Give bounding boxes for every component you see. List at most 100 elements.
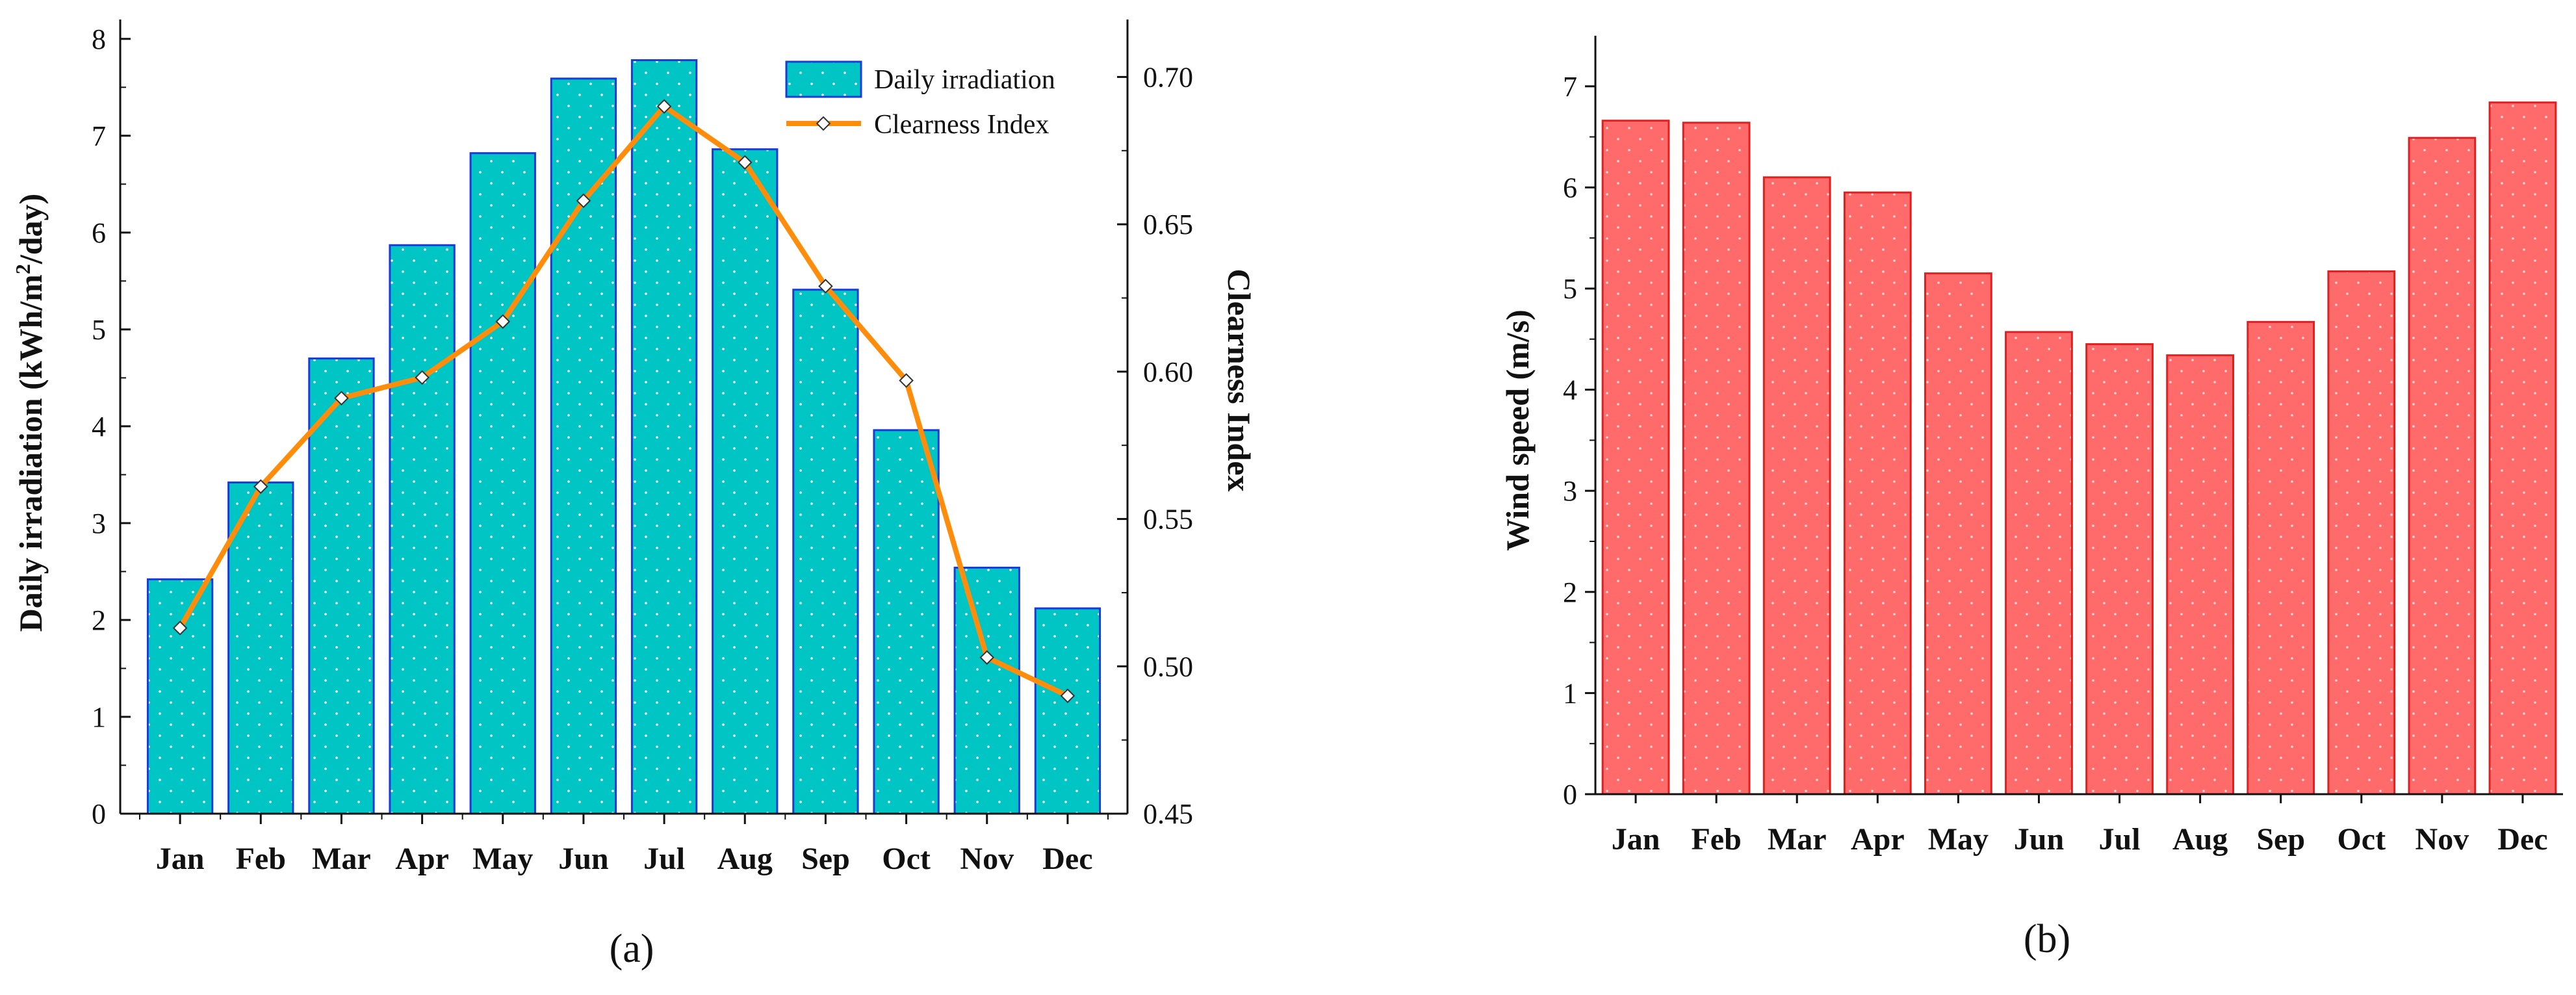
- bar-b-jun: [2005, 331, 2073, 795]
- x-tick-label-a-may: May: [472, 842, 533, 876]
- legend-swatch-clearness-marker: [816, 116, 831, 131]
- y2-axis-title-a: Clearness Index: [1221, 268, 1257, 491]
- bar-a-aug: [712, 148, 779, 815]
- bar-b-aug: [2166, 354, 2234, 795]
- x-tick-label-b-nov: Nov: [2415, 822, 2469, 857]
- bar-a-mar: [308, 357, 375, 815]
- y-tick-label-b: 4: [1563, 374, 1577, 406]
- clearness-marker-jun: [576, 193, 591, 209]
- y-tick-label-a: 7: [92, 120, 106, 152]
- chart-a: 0 1 2 3 4 5 6 7 8 0.45 0.50 0.55 0.60 0.65 0.70 Jan Feb M…: [11, 19, 1257, 971]
- y-axis-title-a-superscript: 2: [11, 264, 34, 274]
- clearness-marker-nov: [979, 650, 995, 665]
- y2-tick-label-a: 0.65: [1143, 209, 1193, 240]
- bar-b-jul: [2085, 343, 2154, 795]
- bar-a-oct: [873, 429, 940, 815]
- clearness-marker-aug: [737, 155, 753, 170]
- bar-a-jul: [630, 59, 698, 815]
- bar-b-jan: [1601, 120, 1670, 795]
- x-tick-label-b-dec: Dec: [2497, 822, 2547, 857]
- y2-tick-label-a: 0.70: [1143, 61, 1193, 93]
- legend-label-clearness-index: Clearness Index: [874, 110, 1049, 140]
- y2-tick-label-a: 0.50: [1143, 651, 1193, 682]
- x-tick-label-a-feb: Feb: [236, 842, 286, 876]
- x-tick-label-b-apr: Apr: [1851, 822, 1905, 857]
- clearness-marker-apr: [415, 370, 430, 385]
- x-tick-label-b-mar: Mar: [1768, 822, 1827, 857]
- bar-b-nov: [2408, 136, 2477, 795]
- y-tick-label-a: 0: [92, 798, 106, 830]
- bar-b-mar: [1762, 176, 1831, 795]
- y-tick-label-a: 5: [92, 314, 106, 346]
- y2-tick-label-a: 0.60: [1143, 356, 1193, 388]
- panel-label-b: (b): [2024, 917, 2070, 961]
- y-tick-label-b: 5: [1563, 273, 1577, 305]
- x-tick-label-b-oct: Oct: [2337, 822, 2386, 857]
- x-tick-label-b-jan: Jan: [1612, 822, 1660, 857]
- y-axis-title-a-end: /day): [12, 194, 49, 265]
- chart-b: 0 1 2 3 4 5 6 7 Jan Feb Mar Apr May Jun Jul Aug Sep Oct No…: [1499, 36, 2563, 961]
- y-tick-label-a: 3: [92, 508, 106, 539]
- x-tick-label-a-jul: Jul: [643, 842, 685, 876]
- y-axis-title-b: Wind speed (m/s): [1499, 309, 1536, 550]
- y-axis-title-a: Daily irradiation (kWh/m2/day): [11, 194, 49, 632]
- clearness-marker-feb: [253, 479, 268, 495]
- y-tick-label-a: 8: [92, 23, 106, 55]
- y-axis-title-a-main: Daily irradiation (kWh/m: [12, 274, 49, 632]
- bar-b-feb: [1682, 122, 1751, 795]
- clearness-index-line: [177, 103, 1069, 699]
- bar-b-may: [1924, 272, 1992, 795]
- y-tick-label-a: 2: [92, 604, 106, 636]
- clearness-marker-mar: [334, 391, 349, 406]
- y-tick-label-b: 3: [1563, 475, 1577, 507]
- x-tick-label-b-may: May: [1928, 822, 1989, 857]
- clearness-marker-jul: [656, 99, 672, 114]
- y-tick-label-a: 6: [92, 217, 106, 249]
- x-tick-label-b-sep: Sep: [2256, 822, 2305, 857]
- bar-a-jan: [146, 578, 214, 815]
- y-tick-label-b: 6: [1563, 172, 1577, 203]
- bar-a-dec: [1034, 607, 1101, 815]
- bar-b-dec: [2488, 101, 2557, 795]
- x-tick-label-a-oct: Oct: [882, 842, 931, 876]
- y-tick-label-a: 1: [92, 701, 106, 733]
- y-tick-label-b: 7: [1563, 71, 1577, 103]
- clearness-marker-oct: [899, 373, 914, 388]
- bar-a-jun: [550, 77, 617, 815]
- y2-tick-label-a: 0.45: [1143, 798, 1193, 830]
- bar-b-sep: [2247, 320, 2315, 795]
- x-tick-label-a-apr: Apr: [395, 842, 449, 876]
- bar-b-apr: [1843, 191, 1912, 795]
- x-tick-label-a-mar: Mar: [312, 842, 371, 876]
- y-tick-label-b: 2: [1563, 576, 1577, 608]
- clearness-marker-may: [495, 314, 511, 330]
- legend-swatch-daily-irradiation: [785, 60, 862, 98]
- legend-label-daily-irradiation: Daily irradiation: [874, 65, 1055, 95]
- x-tick-label-b-aug: Aug: [2172, 822, 2228, 857]
- x-tick-label-a-aug: Aug: [717, 842, 773, 876]
- y2-tick-label-a: 0.55: [1143, 504, 1193, 536]
- bar-a-feb: [227, 481, 294, 815]
- x-tick-label-b-jun: Jun: [2014, 822, 2064, 857]
- bar-b-oct: [2327, 270, 2396, 795]
- y-tick-label-b: 1: [1563, 677, 1577, 709]
- x-tick-label-b-feb: Feb: [1691, 822, 1741, 857]
- bar-a-nov: [953, 566, 1020, 815]
- bar-a-apr: [389, 244, 456, 815]
- legend-a: Daily irradiation Clearness Index: [785, 60, 1055, 140]
- x-tick-label-a-jan: Jan: [156, 842, 205, 876]
- x-tick-label-b-jul: Jul: [2099, 822, 2141, 857]
- panel-label-a: (a): [610, 927, 654, 971]
- x-tick-label-a-jun: Jun: [558, 842, 608, 876]
- y-tick-label-a: 4: [92, 411, 106, 443]
- x-tick-label-a-dec: Dec: [1042, 842, 1092, 876]
- x-tick-label-a-sep: Sep: [801, 842, 850, 876]
- bar-a-sep: [792, 289, 859, 815]
- clearness-marker-sep: [818, 279, 833, 294]
- y-tick-label-b: 0: [1563, 779, 1577, 810]
- clearness-marker-dec: [1060, 688, 1075, 703]
- x-tick-label-a-nov: Nov: [960, 842, 1014, 876]
- bar-a-may: [469, 152, 536, 815]
- clearness-marker-jan: [172, 621, 188, 636]
